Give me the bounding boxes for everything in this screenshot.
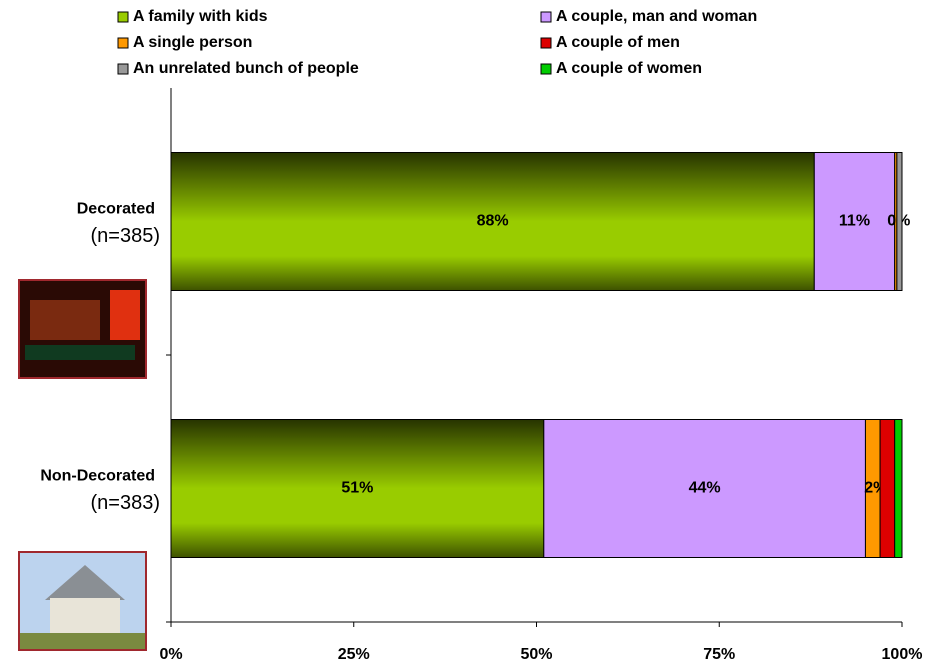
legend-swatch (540, 37, 552, 49)
photo-non-decorated (18, 551, 147, 651)
bar-shade (171, 152, 815, 291)
x-tick-label: 75% (703, 646, 735, 663)
bar-segment (879, 419, 896, 558)
legend-label: A couple, man and woman (556, 8, 757, 25)
x-tick-label: 100% (882, 646, 923, 663)
category-label: Non-Decorated (40, 468, 155, 485)
x-tick-label: 50% (520, 646, 552, 663)
x-tick-label: 0% (159, 646, 182, 663)
legend-label: A couple of women (556, 60, 702, 77)
legend-swatch (540, 63, 552, 75)
bar-shade (171, 419, 544, 558)
value-label: 11% (839, 213, 870, 230)
bar-segment (894, 419, 903, 558)
x-tick-label: 25% (338, 646, 370, 663)
legend-swatch (117, 63, 129, 75)
legend-label: A couple of men (556, 34, 680, 51)
bar-segment (543, 419, 866, 558)
bar-segment (813, 152, 896, 291)
legend-swatch (117, 37, 129, 49)
legend-swatch (540, 11, 552, 23)
value-label: 51% (341, 480, 373, 497)
legend-swatch (117, 11, 129, 23)
photo-decorated (18, 279, 147, 379)
sample-size: (n=383) (91, 492, 161, 514)
legend-label: A single person (133, 34, 252, 51)
bar-segment (896, 152, 903, 291)
category-label: Decorated (77, 201, 155, 218)
legend-label: An unrelated bunch of people (133, 60, 359, 77)
legend-label: A family with kids (133, 8, 268, 25)
sample-size: (n=385) (91, 225, 161, 247)
value-label: 88% (477, 213, 509, 230)
value-label: 44% (689, 480, 721, 497)
